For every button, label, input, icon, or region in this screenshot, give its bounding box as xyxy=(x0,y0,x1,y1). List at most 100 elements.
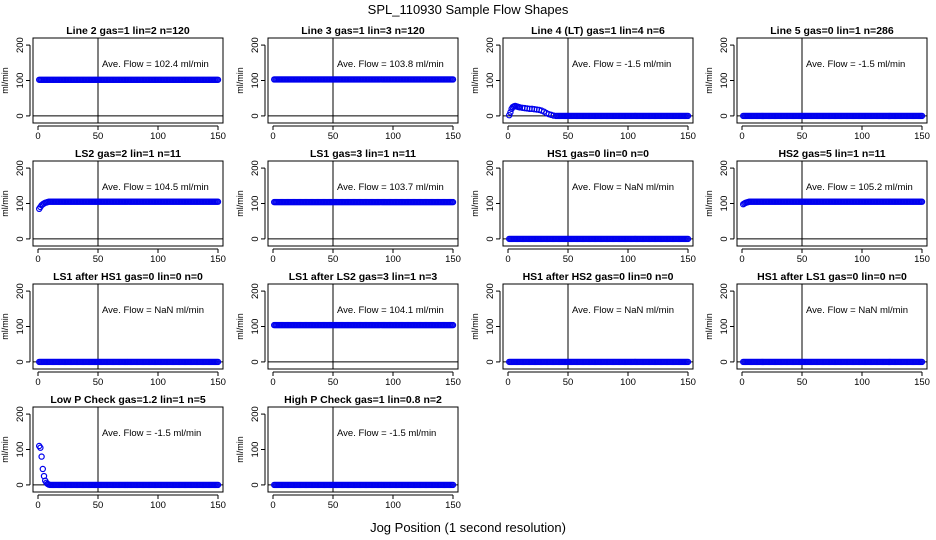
x-tick-label: 0 xyxy=(35,500,40,511)
x-tick-label: 100 xyxy=(150,377,166,388)
data-point xyxy=(39,465,47,473)
average-flow-annotation: Ave. Flow = 103.8 ml/min xyxy=(337,59,444,70)
x-tick-label: 150 xyxy=(210,500,226,511)
average-flow-annotation: Ave. Flow = 104.1 ml/min xyxy=(337,305,444,316)
y-tick-label: 200 xyxy=(719,160,730,176)
y-tick-label: 200 xyxy=(15,160,26,176)
y-tick-label: 0 xyxy=(250,236,261,241)
y-axis-label: ml/min xyxy=(704,190,714,217)
panel: Line 5 gas=0 lin=1 n=286 0 50 100 150 0 100 200… xyxy=(704,25,930,142)
y-tick-label: 200 xyxy=(719,283,730,299)
x-tick-label: 50 xyxy=(328,377,339,388)
panel: HS1 after LS1 gas=0 lin=0 n=0 0 50 100 150 0 1… xyxy=(704,271,930,388)
x-tick-label: 150 xyxy=(445,377,461,388)
average-flow-annotation: Ave. Flow = NaN ml/min xyxy=(572,305,674,316)
y-tick-label: 0 xyxy=(15,482,26,487)
x-tick-label: 50 xyxy=(328,131,339,142)
y-tick-label: 0 xyxy=(485,359,496,364)
y-tick-label: 100 xyxy=(250,319,261,335)
panel: Line 3 gas=1 lin=3 n=120 0 50 100 150 0 100 200… xyxy=(235,25,461,142)
panel-title: Line 4 (LT) gas=1 lin=4 n=6 xyxy=(531,25,665,37)
x-tick-label: 150 xyxy=(445,254,461,265)
average-flow-annotation: Ave. Flow = 105.2 ml/min xyxy=(806,182,913,193)
panel-title: LS1 after LS2 gas=3 lin=1 n=3 xyxy=(289,271,438,283)
panel-title: Line 3 gas=1 lin=3 n=120 xyxy=(301,25,425,37)
x-tick-label: 100 xyxy=(385,377,401,388)
panel: Low P Check gas=1.2 lin=1 n=5 0 50 100 150 0 1… xyxy=(0,394,226,511)
x-tick-label: 100 xyxy=(620,377,636,388)
data-point xyxy=(449,198,457,206)
plot-frame xyxy=(32,37,224,124)
data-point xyxy=(684,112,692,120)
y-tick-label: 200 xyxy=(250,37,261,53)
x-tick-label: 50 xyxy=(797,254,808,265)
x-tick-label: 100 xyxy=(620,131,636,142)
y-tick-label: 200 xyxy=(250,406,261,422)
average-flow-annotation: Ave. Flow = -1.5 ml/min xyxy=(806,59,905,70)
average-flow-annotation: Ave. Flow = NaN ml/min xyxy=(572,182,674,193)
y-tick-label: 100 xyxy=(15,196,26,212)
data-point xyxy=(684,235,692,243)
x-tick-label: 100 xyxy=(854,131,870,142)
y-tick-label: 100 xyxy=(719,319,730,335)
y-tick-label: 200 xyxy=(15,406,26,422)
y-tick-label: 200 xyxy=(15,37,26,53)
average-flow-annotation: Ave. Flow = 102.4 ml/min xyxy=(102,59,209,70)
x-tick-label: 0 xyxy=(35,131,40,142)
x-tick-label: 150 xyxy=(445,131,461,142)
figure-xlabel: Jog Position (1 second resolution) xyxy=(370,520,566,535)
x-tick-label: 150 xyxy=(210,254,226,265)
y-tick-label: 0 xyxy=(719,113,730,118)
y-tick-label: 0 xyxy=(250,482,261,487)
x-tick-label: 0 xyxy=(505,254,510,265)
data-point xyxy=(918,198,926,205)
panel: HS2 gas=5 lin=1 n=11 0 50 100 150 0 100 200 ml/m… xyxy=(704,148,930,265)
y-tick-label: 200 xyxy=(719,37,730,53)
x-tick-label: 150 xyxy=(914,131,930,142)
y-tick-label: 200 xyxy=(485,160,496,176)
x-tick-label: 50 xyxy=(93,500,104,511)
x-tick-label: 50 xyxy=(93,377,104,388)
average-flow-annotation: Ave. Flow = 103.7 ml/min xyxy=(337,182,444,193)
x-tick-label: 50 xyxy=(93,254,104,265)
y-tick-label: 100 xyxy=(250,442,261,458)
plot-frame xyxy=(267,37,459,124)
y-tick-label: 200 xyxy=(250,283,261,299)
x-tick-label: 0 xyxy=(35,377,40,388)
x-tick-label: 50 xyxy=(328,254,339,265)
y-tick-label: 200 xyxy=(15,283,26,299)
x-tick-label: 150 xyxy=(914,377,930,388)
y-tick-label: 200 xyxy=(485,283,496,299)
x-tick-label: 150 xyxy=(680,254,696,265)
average-flow-annotation: Ave. Flow = 104.5 ml/min xyxy=(102,182,209,193)
x-tick-label: 100 xyxy=(385,500,401,511)
y-tick-label: 100 xyxy=(250,73,261,89)
x-tick-label: 100 xyxy=(854,254,870,265)
data-point xyxy=(214,198,222,205)
average-flow-annotation: Ave. Flow = -1.5 ml/min xyxy=(572,59,671,70)
y-tick-label: 200 xyxy=(485,37,496,53)
y-tick-label: 0 xyxy=(15,113,26,118)
y-axis-label: ml/min xyxy=(0,67,10,94)
y-axis-label: ml/min xyxy=(0,313,10,340)
panel-grid: Line 2 gas=1 lin=2 n=120 0 50 100 150 0 100 200… xyxy=(0,25,930,511)
panel: Line 4 (LT) gas=1 lin=4 n=6 0 50 100 150 0 100… xyxy=(470,25,696,142)
x-tick-label: 100 xyxy=(854,377,870,388)
y-tick-label: 100 xyxy=(485,73,496,89)
panel-title: LS1 gas=3 lin=1 n=11 xyxy=(310,148,416,160)
y-tick-label: 200 xyxy=(250,160,261,176)
y-axis-label: ml/min xyxy=(704,67,714,94)
x-tick-label: 0 xyxy=(505,131,510,142)
y-tick-label: 0 xyxy=(250,113,261,118)
panel-title: High P Check gas=1 lin=0.8 n=2 xyxy=(284,394,442,406)
x-tick-label: 150 xyxy=(680,377,696,388)
x-tick-label: 0 xyxy=(270,131,275,142)
panel: HS1 gas=0 lin=0 n=0 0 50 100 150 0 100 200 ml/mi… xyxy=(470,148,696,265)
x-tick-label: 50 xyxy=(563,131,574,142)
x-tick-label: 100 xyxy=(385,131,401,142)
y-tick-label: 0 xyxy=(719,236,730,241)
x-tick-label: 100 xyxy=(620,254,636,265)
data-point xyxy=(38,453,45,460)
y-tick-label: 100 xyxy=(15,442,26,458)
average-flow-annotation: Ave. Flow = NaN ml/min xyxy=(102,305,204,316)
